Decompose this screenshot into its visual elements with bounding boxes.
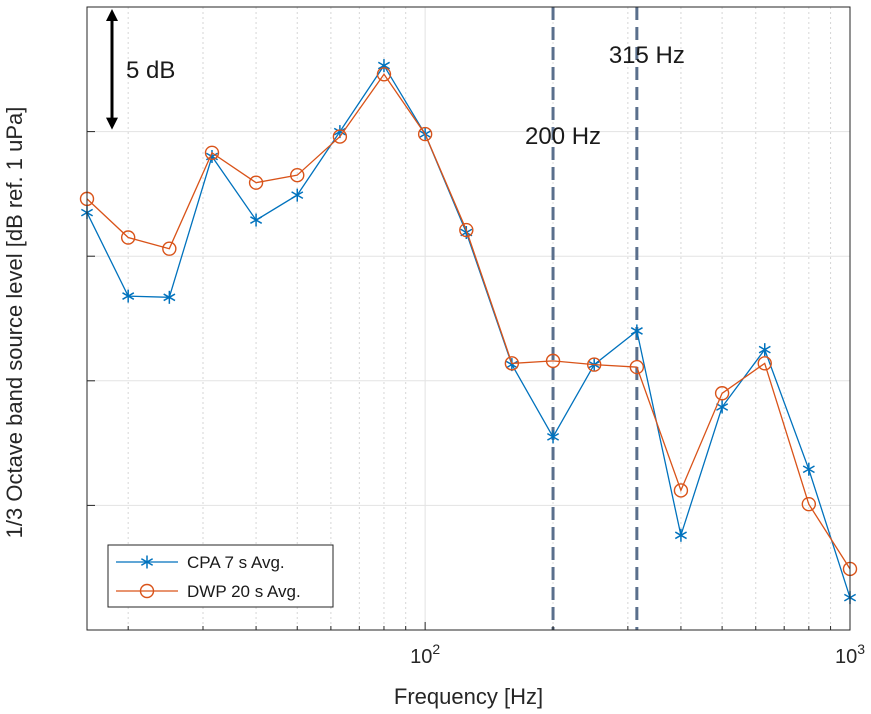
asterisk-stroke bbox=[140, 558, 154, 566]
data-point bbox=[120, 230, 136, 245]
data-point bbox=[716, 400, 729, 414]
legend: CPA 7 s Avg. DWP 20 s Avg. bbox=[107, 544, 334, 608]
scale-bar-arrow-down-icon bbox=[106, 117, 118, 130]
asterisk-stroke bbox=[163, 293, 176, 302]
asterisk-stroke bbox=[674, 531, 687, 540]
plot-border bbox=[86, 6, 851, 631]
data-point bbox=[587, 357, 602, 372]
data-point bbox=[504, 356, 520, 371]
scale-bar-label: 5 dB bbox=[126, 57, 175, 84]
data-point bbox=[505, 358, 518, 372]
asterisk-stroke bbox=[250, 216, 263, 224]
y-axis-label: 1/3 Octave band source level [dB ref. 1 … bbox=[2, 107, 27, 539]
plot-area bbox=[87, 7, 850, 630]
data-point bbox=[204, 145, 220, 160]
asterisk-stroke bbox=[802, 465, 815, 474]
scale-bar-arrow-up-icon bbox=[106, 9, 118, 21]
data-point bbox=[673, 483, 689, 498]
legend-label: CPA 7 s Avg. bbox=[187, 553, 285, 572]
grid-lines bbox=[87, 7, 851, 630]
legend-item: CPA 7 s Avg. bbox=[116, 553, 285, 572]
asterisk-stroke bbox=[630, 327, 643, 335]
data-point bbox=[802, 462, 815, 476]
data-point bbox=[332, 129, 348, 144]
data-point bbox=[545, 353, 561, 369]
data-point bbox=[163, 290, 176, 304]
legend-item: DWP 20 s Avg. bbox=[116, 582, 301, 601]
data-point bbox=[629, 359, 645, 375]
legend-circle-marker-icon bbox=[139, 583, 155, 599]
axis-ticks bbox=[87, 131, 851, 630]
data-point bbox=[248, 175, 264, 190]
scale-bar: 5 dB bbox=[106, 9, 175, 130]
data-point bbox=[290, 168, 305, 183]
reference-line-label: 200 Hz bbox=[525, 123, 601, 150]
reference-lines: 200 Hz 315 Hz bbox=[525, 7, 685, 630]
asterisk-stroke bbox=[758, 345, 771, 354]
data-point bbox=[630, 324, 643, 338]
x-tick-labels: 102 103 bbox=[410, 641, 865, 668]
asterisk-stroke bbox=[122, 292, 135, 300]
data-point bbox=[674, 528, 687, 542]
data-point bbox=[757, 356, 772, 371]
data-point bbox=[250, 213, 263, 227]
data-point bbox=[459, 222, 474, 238]
reference-line-label: 315 Hz bbox=[609, 42, 685, 69]
data-point bbox=[377, 59, 390, 73]
asterisk-stroke bbox=[716, 403, 729, 411]
x-tick-label: 102 bbox=[410, 641, 440, 668]
data-point bbox=[162, 241, 177, 256]
series-line bbox=[86, 73, 851, 570]
data-point bbox=[122, 289, 135, 303]
asterisk-stroke bbox=[333, 127, 346, 136]
legend-label: DWP 20 s Avg. bbox=[187, 582, 301, 601]
asterisk-stroke bbox=[291, 191, 304, 200]
x-tick-label: 103 bbox=[835, 641, 865, 668]
data-point bbox=[714, 386, 730, 401]
x-axis-label: Frequency [Hz] bbox=[394, 684, 543, 709]
data-point bbox=[417, 126, 433, 142]
asterisk-stroke bbox=[377, 61, 390, 70]
data-point bbox=[547, 430, 560, 444]
asterisk-stroke bbox=[505, 360, 518, 369]
data-point bbox=[758, 343, 771, 357]
data-point bbox=[801, 496, 817, 512]
data-point bbox=[376, 67, 392, 82]
legend-asterisk-marker-icon bbox=[140, 555, 154, 569]
asterisk-stroke bbox=[547, 432, 560, 441]
data-point bbox=[291, 188, 304, 202]
